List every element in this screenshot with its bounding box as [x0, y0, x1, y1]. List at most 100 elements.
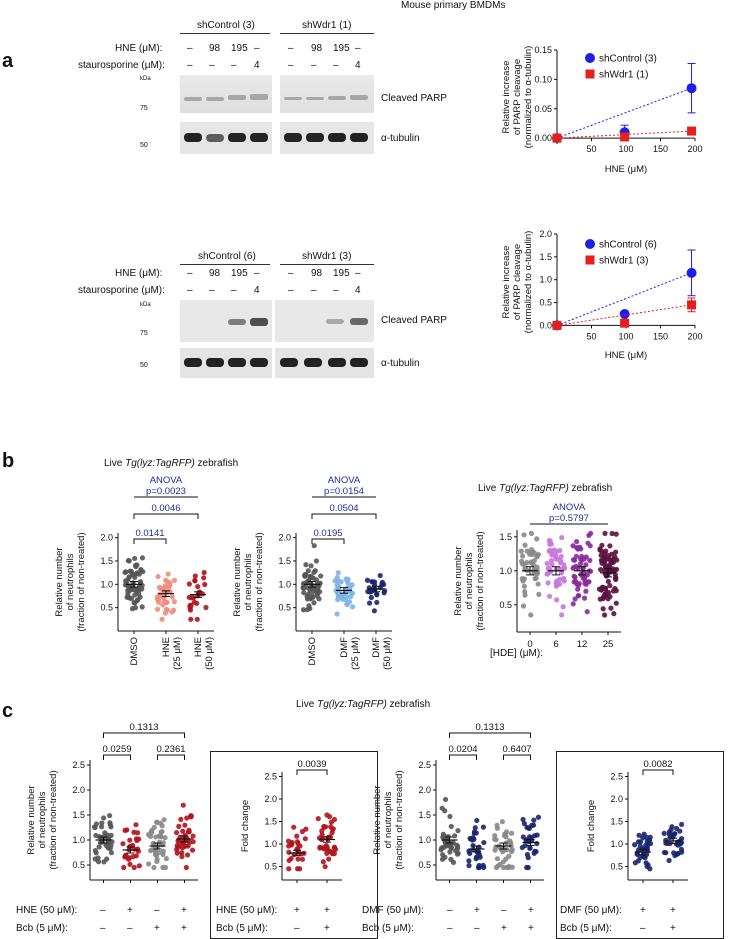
data-point [131, 864, 137, 871]
data-point [521, 583, 527, 589]
data-point [528, 612, 534, 618]
y-tick-label: 1.5 [100, 556, 113, 566]
band-label-tubulin: α-tubulin [381, 133, 420, 144]
a-top-stau-cell: – [187, 60, 193, 71]
data-point [199, 591, 206, 597]
data-point [586, 532, 592, 539]
data-point [120, 841, 126, 847]
data-point [521, 821, 528, 827]
data-point [620, 318, 630, 328]
data-point [167, 582, 173, 589]
y-tick-label: 0.5 [418, 860, 431, 870]
data-point [379, 582, 385, 588]
data-point [133, 853, 139, 859]
data-point [201, 569, 207, 576]
y-tick-label: 1.5 [264, 817, 277, 827]
y-axis-label: (normalized to α-tubulin) [523, 46, 534, 149]
y-tick-label: 1.5 [278, 556, 291, 566]
y-tick-label: 0.5 [72, 860, 85, 870]
data-point [183, 864, 189, 871]
data-point [572, 596, 578, 602]
x-tick-label: 50 [586, 144, 596, 154]
data-point [184, 852, 191, 858]
data-point [286, 849, 292, 855]
a-bot-stau-cell: 4 [254, 285, 260, 296]
data-point [189, 847, 196, 853]
y-tick-label: 1.5 [610, 817, 623, 827]
data-point [294, 833, 300, 839]
data-point [445, 841, 452, 847]
c-hne-fold-condition-cell: + [324, 905, 330, 916]
c-dmf-condition-cell: – [501, 905, 507, 916]
group-1 [332, 570, 356, 617]
chart-c-dmf-fold: 0.5 1.0 1.5 2.0 2.5 Fold change 0.0082 [586, 759, 688, 883]
trend-line [556, 304, 692, 326]
data-point [159, 616, 165, 622]
data-point [182, 822, 188, 828]
c-dmf-condition-label: Bcb (5 μM): [362, 923, 414, 934]
data-point [524, 548, 530, 554]
x-category-label: (25 μM) [350, 637, 361, 670]
a-bot-hne-cell: – [254, 268, 260, 279]
p-value-label: 0.0504 [329, 503, 358, 514]
figure-title: Mouse primary BMDMs [401, 0, 506, 11]
x-category-label: (25 μM) [172, 637, 183, 670]
y-axis-label: of neutrophils [65, 553, 76, 610]
data-point [335, 591, 341, 597]
data-point [183, 843, 189, 849]
significance-bracket [103, 732, 185, 738]
data-point [466, 858, 472, 864]
data-point [133, 822, 139, 828]
data-point [302, 836, 308, 842]
data-point [303, 571, 309, 578]
data-point [535, 581, 541, 587]
data-point [575, 586, 581, 592]
b-left-title: Live Tg(lyz:TagRFP) zebrafish [104, 458, 239, 469]
data-point [597, 596, 603, 602]
data-point [452, 848, 459, 854]
data-point [635, 858, 641, 864]
band-label-tubulin: α-tubulin [381, 358, 420, 369]
data-point [369, 588, 375, 594]
data-point [619, 309, 630, 319]
data-point [101, 815, 107, 821]
data-point [663, 840, 669, 846]
a-top-hne-cell: 195 [231, 43, 248, 54]
mw-50: 50 [140, 142, 148, 149]
group-label-1: shControl (3) [197, 20, 255, 31]
y-tick-label: 1.0 [610, 839, 623, 849]
x-category-label: 0 [527, 639, 532, 650]
y-tick-label: 0.00 [534, 133, 552, 143]
data-point [531, 833, 538, 839]
data-point [520, 561, 526, 567]
y-axis-label: (fraction of non-treated) [76, 532, 87, 631]
group-1 [120, 822, 142, 871]
data-point [640, 846, 646, 852]
data-point [613, 549, 619, 555]
data-point [534, 840, 540, 847]
a-top-hne-cell: 98 [311, 43, 323, 54]
data-point [171, 607, 177, 613]
data-point [669, 824, 675, 830]
group-0 [438, 796, 461, 865]
c-dmf-condition-label: DMF (50 μM): [362, 905, 424, 916]
data-point [666, 857, 672, 864]
data-point [163, 577, 169, 583]
data-point [525, 855, 531, 861]
data-point [607, 543, 613, 549]
data-point [368, 594, 374, 601]
data-point [559, 612, 565, 618]
data-point [519, 844, 525, 851]
data-point [667, 834, 673, 841]
data-point [188, 616, 194, 622]
y-axis-label: (fraction of non-treated) [254, 532, 265, 631]
data-point [93, 850, 99, 856]
data-point [308, 563, 314, 569]
x-category-label: 12 [577, 639, 588, 650]
significance-bracket [133, 538, 167, 544]
chart-c-hne-fold: 0.5 1.0 1.5 2.0 2.5 Fold change 0.0039 [240, 759, 342, 883]
a-bot-hne-cell: 98 [209, 268, 221, 279]
data-point [582, 578, 588, 584]
y-axis-label: of neutrophils [464, 552, 475, 609]
